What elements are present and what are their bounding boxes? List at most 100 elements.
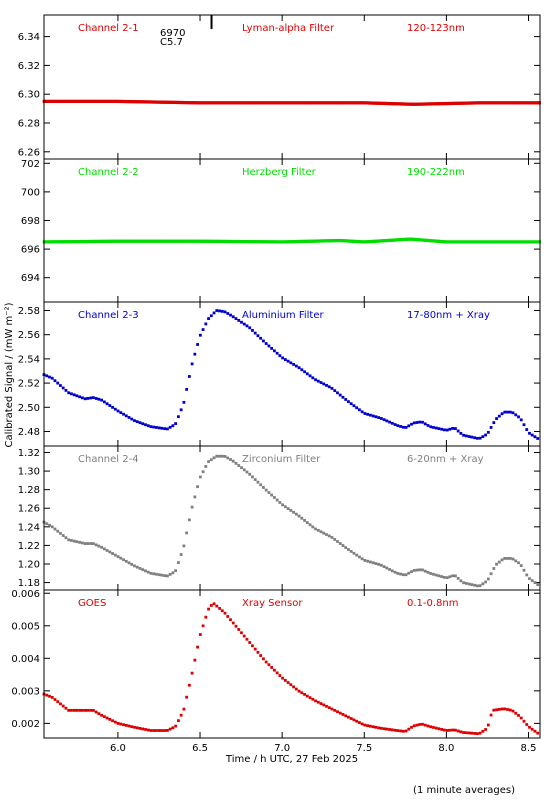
data-point	[404, 573, 408, 577]
data-point	[51, 99, 54, 103]
data-point	[485, 240, 488, 244]
data-point	[242, 634, 246, 638]
data-point	[312, 101, 315, 105]
data-point	[286, 359, 290, 363]
data-point	[368, 560, 372, 564]
data-point	[314, 378, 317, 382]
data-point	[182, 544, 186, 548]
data-point	[451, 101, 455, 106]
data-point	[348, 101, 352, 105]
data-point	[352, 718, 356, 722]
data-point	[91, 99, 95, 103]
data-point	[97, 239, 100, 244]
data-point	[298, 101, 301, 105]
data-point	[217, 239, 220, 243]
data-point	[330, 101, 333, 105]
data-point	[91, 542, 95, 545]
data-point	[307, 101, 311, 105]
data-point	[495, 562, 498, 566]
data-point	[360, 101, 364, 105]
data-point	[377, 562, 381, 566]
data-point	[340, 239, 343, 243]
data-point	[368, 413, 372, 417]
data-point	[536, 437, 540, 440]
data-point	[396, 572, 400, 575]
data-point	[319, 530, 323, 534]
data-point	[520, 240, 523, 244]
data-point	[248, 641, 252, 644]
data-point	[504, 240, 508, 244]
data-point	[274, 101, 278, 105]
data-point	[119, 239, 123, 243]
data-point	[242, 322, 246, 326]
data-point	[287, 101, 290, 105]
data-point	[152, 572, 156, 576]
data-point	[426, 102, 430, 106]
data-point	[390, 238, 393, 242]
data-point	[296, 101, 300, 105]
data-point	[440, 239, 444, 244]
data-point	[48, 694, 51, 698]
data-point	[182, 239, 185, 243]
data-point	[116, 239, 120, 243]
data-point	[228, 101, 231, 105]
data-point	[174, 724, 178, 728]
panel-channel-label: Channel 2-4	[78, 454, 139, 465]
data-point	[61, 704, 65, 708]
data-point	[500, 101, 504, 105]
data-point	[518, 101, 522, 105]
data-point	[140, 100, 144, 104]
data-point	[473, 436, 477, 440]
data-point	[313, 239, 317, 243]
data-point	[507, 240, 511, 244]
data-point	[478, 436, 482, 440]
data-point	[391, 238, 395, 242]
data-point	[459, 432, 463, 435]
data-point	[437, 102, 441, 106]
data-point	[504, 101, 508, 105]
data-point	[264, 660, 268, 664]
data-point	[446, 101, 449, 106]
data-point	[440, 102, 444, 106]
data-point	[508, 101, 512, 105]
data-point	[292, 240, 296, 244]
data-point	[73, 99, 77, 103]
data-point	[411, 237, 414, 241]
data-point	[536, 583, 540, 587]
data-point	[365, 101, 368, 105]
data-point	[467, 731, 471, 735]
data-point	[327, 706, 331, 710]
data-point	[415, 421, 419, 424]
data-point	[464, 101, 467, 105]
panel-band-label: 6-20nm + Xray	[407, 454, 484, 465]
data-point	[190, 362, 194, 366]
data-point	[80, 396, 84, 400]
data-point	[303, 692, 306, 696]
data-point	[506, 410, 509, 414]
data-point	[443, 575, 446, 579]
data-point	[527, 240, 530, 244]
data-point	[349, 549, 353, 553]
footer-note: (1 minute averages)	[413, 785, 515, 796]
data-point	[503, 707, 507, 711]
data-point	[223, 611, 227, 615]
x-tick-label: 6.5	[192, 743, 208, 754]
data-point	[133, 239, 137, 243]
data-point	[105, 549, 109, 552]
data-point	[476, 101, 480, 105]
data-point	[220, 609, 224, 613]
data-point	[308, 523, 312, 527]
data-point	[511, 101, 515, 105]
data-point	[394, 238, 398, 242]
data-point	[271, 101, 275, 105]
data-point	[253, 331, 257, 335]
data-point	[507, 101, 511, 105]
data-point	[401, 237, 405, 242]
data-point	[176, 239, 180, 243]
panel-ch22: 694 696 698 700 702 Channel 2-2 Herzberg Filte…	[21, 158, 541, 303]
data-point	[130, 100, 134, 104]
data-point	[240, 631, 243, 635]
data-point	[144, 569, 147, 573]
data-point	[281, 240, 285, 244]
data-point	[201, 101, 205, 105]
